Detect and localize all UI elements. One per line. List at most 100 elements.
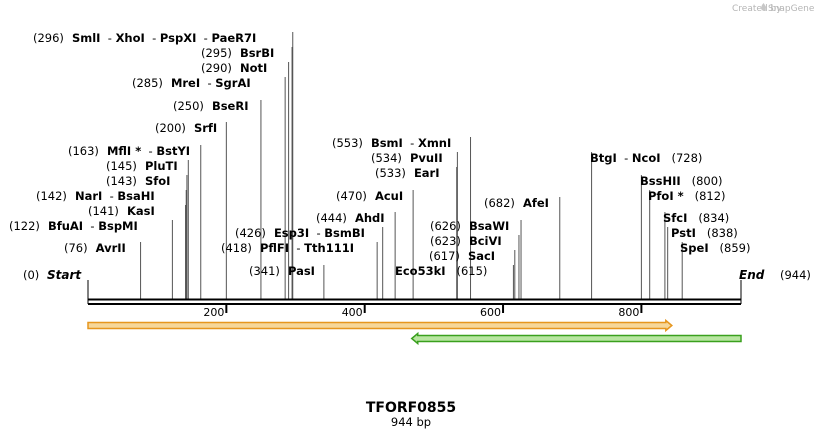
site-label-pflfi[interactable]: (418) PflFI - Tth111I	[221, 241, 354, 255]
site-label-kasi[interactable]: (141) KasI	[88, 204, 155, 218]
map-title: TFORF0855	[366, 400, 456, 416]
enzyme-name: EarI	[406, 166, 440, 180]
site-label-afei[interactable]: (682) AfeI	[484, 196, 549, 210]
enzyme-name: NarI	[67, 189, 102, 203]
enzyme-separator: -	[141, 144, 156, 158]
enzyme-separator: -	[617, 151, 632, 165]
enzyme-name: MflI *	[99, 144, 141, 158]
site-lines-group	[140, 32, 683, 299]
enzyme-name: SfcI	[663, 211, 687, 225]
site-position: (290)	[201, 61, 232, 75]
enzyme-name: Tth111I	[304, 241, 354, 255]
site-label-avrii[interactable]: (76) AvrII	[64, 241, 126, 255]
site-label-bfuai[interactable]: (122) BfuAI - BspMI	[9, 219, 138, 233]
enzyme-name: BtgI	[590, 151, 617, 165]
site-position: (444)	[316, 211, 347, 225]
site-label-bsrbi[interactable]: (295) BsrBI	[201, 46, 274, 60]
site-label-eari[interactable]: (533) EarI	[375, 166, 440, 180]
site-label-bseri[interactable]: (250) BseRI	[173, 99, 249, 113]
site-label-sfoi[interactable]: (143) SfoI	[106, 174, 170, 188]
site-position: (418)	[221, 241, 252, 255]
enzyme-name: XhoI	[116, 31, 145, 45]
site-label-ahdi[interactable]: (444) AhdI	[316, 211, 385, 225]
enzyme-name: SmlI	[64, 31, 101, 45]
site-label-pasi[interactable]: (341) PasI	[249, 264, 315, 278]
site-position: (200)	[155, 121, 186, 135]
site-position: (142)	[36, 189, 67, 203]
enzyme-name: SfoI	[137, 174, 170, 188]
green-feature-arrow[interactable]	[410, 331, 742, 346]
enzyme-name: PasI	[280, 264, 315, 278]
enzyme-name: KasI	[119, 204, 155, 218]
site-position: (617)	[429, 249, 460, 263]
enzyme-name: PvuII	[402, 151, 443, 165]
site-position: (145)	[106, 159, 137, 173]
site-label-mfli[interactable]: (163) MflI * - BstYI	[68, 144, 190, 158]
site-label-bsawi[interactable]: (626) BsaWI	[430, 219, 509, 233]
enzyme-name: AvrII	[88, 241, 126, 255]
site-label-btgi[interactable]: BtgI - NcoI (728)	[590, 151, 702, 165]
enzyme-separator: -	[200, 76, 215, 90]
site-label-nari[interactable]: (142) NarI - BsaHI	[36, 189, 155, 203]
enzyme-separator: -	[145, 31, 160, 45]
site-position: (534)	[371, 151, 402, 165]
enzyme-name: NcoI	[632, 151, 661, 165]
site-position: (285)	[132, 76, 163, 90]
site-label-acui[interactable]: (470) AcuI	[336, 189, 403, 203]
site-position: (426)	[235, 226, 266, 240]
site-position: (163)	[68, 144, 99, 158]
branding-logo-text: SnapGene	[768, 4, 815, 14]
site-position: (122)	[9, 219, 40, 233]
site-label-sfci[interactable]: SfcI (834)	[663, 211, 729, 225]
site-position: (859)	[709, 241, 751, 255]
start-label: Start	[47, 268, 82, 282]
site-label-saci[interactable]: (617) SacI	[429, 249, 495, 263]
site-label-noti[interactable]: (290) NotI	[201, 61, 267, 75]
site-label-psti[interactable]: PstI (838)	[671, 226, 738, 240]
site-position: (626)	[430, 219, 461, 233]
site-position: (143)	[106, 174, 137, 188]
enzyme-name: SgrAI	[215, 76, 250, 90]
site-position: (615)	[446, 264, 488, 278]
site-position: (533)	[375, 166, 406, 180]
site-label-mrei[interactable]: (285) MreI - SgrAI	[132, 76, 251, 90]
site-label-eco53ki[interactable]: Eco53kI (615)	[395, 264, 487, 278]
site-position: (250)	[173, 99, 204, 113]
enzyme-name: SacI	[460, 249, 495, 263]
site-position: (834)	[687, 211, 729, 225]
enzyme-name: PaeR7I	[212, 31, 257, 45]
site-label-pvuii[interactable]: (534) PvuII	[371, 151, 443, 165]
enzyme-name: BsaHI	[117, 189, 154, 203]
site-position: (296)	[33, 31, 64, 45]
site-label-bsmi[interactable]: (553) BsmI - XmnI	[332, 136, 451, 150]
site-labels-group: (76) AvrII(122) BfuAI - BspMI(141) KasI(…	[9, 31, 750, 278]
site-position: (812)	[684, 189, 726, 203]
end-position: (944)	[780, 268, 811, 282]
site-label-bsshii[interactable]: BssHII (800)	[640, 174, 723, 188]
enzyme-name: PstI	[671, 226, 696, 240]
site-label-srfi[interactable]: (200) SrfI	[155, 121, 217, 135]
site-label-esp3i[interactable]: (426) Esp3I - BsmBI	[235, 226, 365, 240]
enzyme-name: AfeI	[515, 196, 549, 210]
tick-label-400: 400	[342, 306, 363, 319]
enzyme-name: NotI	[232, 61, 267, 75]
site-label-pfoi[interactable]: PfoI * (812)	[648, 189, 726, 203]
sequence-backbone	[88, 298, 741, 305]
site-label-bcivi[interactable]: (623) BciVI	[430, 234, 502, 248]
enzyme-name: BciVI	[461, 234, 502, 248]
enzyme-separator: -	[403, 136, 418, 150]
ruler-ticks: 200 400 600 800	[87, 280, 742, 319]
enzyme-name: PspXI	[160, 31, 196, 45]
orange-feature-arrow[interactable]	[87, 318, 673, 333]
site-label-smli[interactable]: (296) SmlI - XhoI - PspXI - PaeR7I	[33, 31, 256, 45]
site-position: (341)	[249, 264, 280, 278]
enzyme-separator: -	[102, 189, 117, 203]
enzyme-separator: -	[289, 241, 304, 255]
site-label-spei[interactable]: SpeI (859)	[680, 241, 750, 255]
enzyme-name: BsrBI	[232, 46, 274, 60]
enzyme-separator: -	[309, 226, 324, 240]
site-position: (295)	[201, 46, 232, 60]
site-label-pluti[interactable]: (145) PluTI	[106, 159, 178, 173]
enzyme-name: BstYI	[156, 144, 190, 158]
site-position: (623)	[430, 234, 461, 248]
